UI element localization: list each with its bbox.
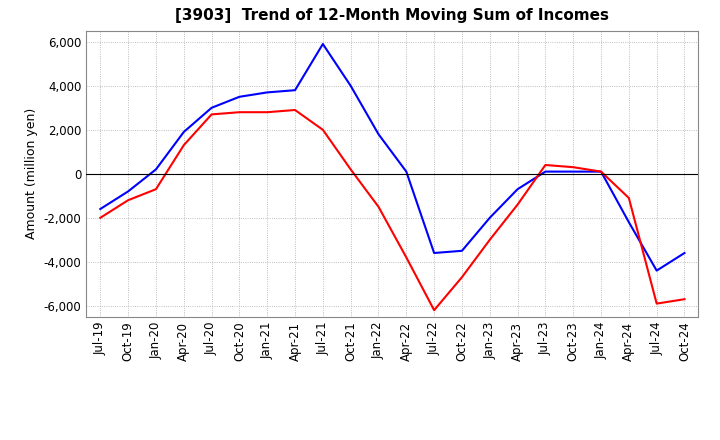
Net Income: [96, 215, 104, 220]
Net Income: [458, 275, 467, 280]
Ordinary Income: [124, 189, 132, 194]
Ordinary Income: [541, 169, 550, 174]
Ordinary Income: [513, 187, 522, 192]
Net Income: [680, 297, 689, 302]
Ordinary Income: [485, 215, 494, 220]
Net Income: [235, 110, 243, 115]
Net Income: [346, 167, 355, 172]
Net Income: [624, 195, 633, 201]
Net Income: [485, 237, 494, 242]
Net Income: [263, 110, 271, 115]
Net Income: [513, 202, 522, 207]
Ordinary Income: [402, 169, 410, 174]
Net Income: [318, 127, 327, 132]
Ordinary Income: [374, 132, 383, 137]
Ordinary Income: [597, 169, 606, 174]
Ordinary Income: [291, 88, 300, 93]
Net Income: [652, 301, 661, 306]
Ordinary Income: [430, 250, 438, 256]
Y-axis label: Amount (million yen): Amount (million yen): [25, 108, 38, 239]
Ordinary Income: [152, 167, 161, 172]
Ordinary Income: [624, 220, 633, 225]
Ordinary Income: [680, 250, 689, 256]
Legend: Ordinary Income, Net Income: Ordinary Income, Net Income: [240, 435, 545, 440]
Net Income: [597, 169, 606, 174]
Ordinary Income: [235, 94, 243, 99]
Net Income: [124, 198, 132, 203]
Line: Net Income: Net Income: [100, 110, 685, 310]
Ordinary Income: [652, 268, 661, 273]
Net Income: [207, 112, 216, 117]
Ordinary Income: [318, 41, 327, 47]
Line: Ordinary Income: Ordinary Income: [100, 44, 685, 271]
Ordinary Income: [569, 169, 577, 174]
Net Income: [541, 162, 550, 168]
Ordinary Income: [263, 90, 271, 95]
Net Income: [430, 308, 438, 313]
Title: [3903]  Trend of 12-Month Moving Sum of Incomes: [3903] Trend of 12-Month Moving Sum of I…: [176, 7, 609, 23]
Net Income: [402, 255, 410, 260]
Ordinary Income: [458, 248, 467, 253]
Ordinary Income: [346, 83, 355, 88]
Net Income: [374, 204, 383, 209]
Ordinary Income: [179, 129, 188, 135]
Net Income: [179, 143, 188, 148]
Ordinary Income: [207, 105, 216, 110]
Net Income: [291, 107, 300, 113]
Net Income: [152, 187, 161, 192]
Net Income: [569, 165, 577, 170]
Ordinary Income: [96, 206, 104, 212]
